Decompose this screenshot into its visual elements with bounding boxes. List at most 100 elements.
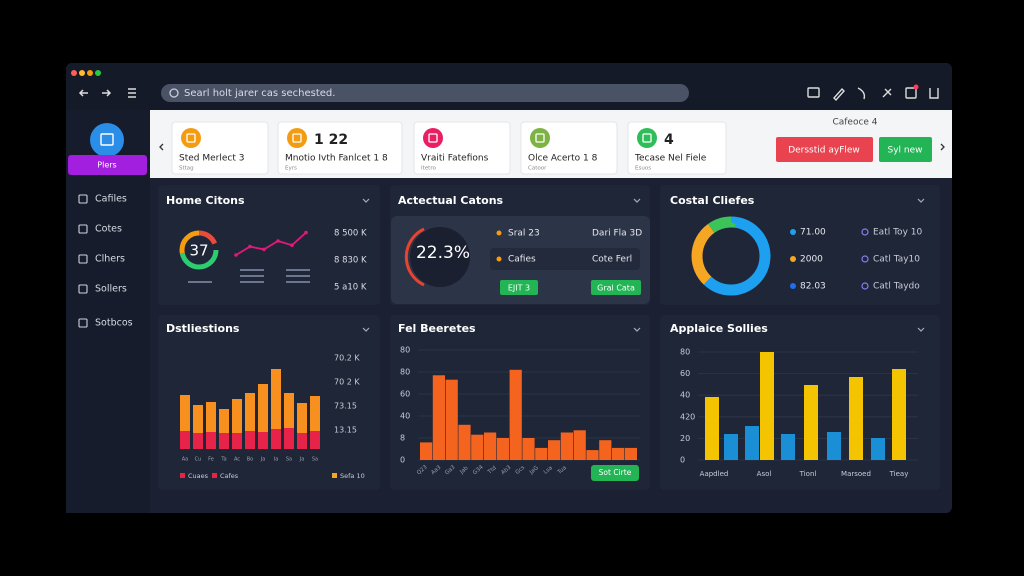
x-tick-label: Aapdled	[700, 470, 729, 478]
sidebar-button[interactable]	[68, 155, 147, 175]
y-tick-label: 70.2 K	[334, 354, 360, 363]
bar	[624, 447, 637, 460]
x-tick-label: Lsa	[543, 465, 554, 476]
secondary-button[interactable]	[879, 137, 932, 162]
window-dot	[79, 70, 85, 76]
chevron[interactable]	[633, 327, 641, 332]
bar-segment	[193, 405, 203, 433]
icon[interactable]	[807, 87, 820, 98]
legend-value: 2000	[800, 255, 823, 265]
card-icon	[637, 128, 657, 148]
primary-button[interactable]	[776, 137, 873, 162]
mini-lines	[188, 269, 310, 283]
x-tick-label: Sa	[312, 457, 318, 463]
legend-label: Catl Taydo	[873, 282, 920, 292]
card-icon-glyph	[428, 133, 438, 143]
icon[interactable]	[929, 88, 939, 99]
legend-value: 82.03	[800, 282, 826, 292]
x-tick-label: JaG	[528, 465, 540, 476]
chevron[interactable]	[633, 198, 641, 203]
strip-prev[interactable]	[159, 143, 164, 151]
action-button[interactable]	[500, 280, 538, 295]
panel-title: Applaice Sollies	[670, 322, 768, 335]
row-value: Dari Fla 3D	[592, 229, 642, 239]
icon[interactable]	[833, 87, 845, 102]
bar	[705, 397, 719, 460]
x-tick-label: Bo	[247, 457, 254, 463]
y-tick-label: 20	[680, 434, 690, 443]
bar-segment	[284, 428, 294, 449]
y-tick-label: 40	[400, 412, 410, 421]
card-sub: Catoor	[528, 166, 547, 172]
sidebar-icon	[78, 318, 88, 328]
legend-icon	[861, 228, 869, 236]
x-tick-label: Ta	[220, 457, 226, 463]
bar-segment	[297, 403, 307, 433]
card-value: 1 22	[314, 132, 348, 148]
icon[interactable]	[882, 88, 892, 98]
bar	[496, 438, 509, 460]
row-label: Cafies	[508, 255, 536, 265]
legend-value: 71.00	[800, 228, 826, 238]
legend-swatch	[180, 473, 185, 478]
y-tick-label: 73.15	[334, 402, 357, 411]
sidebar-item: Sollers	[95, 284, 127, 295]
bar	[484, 432, 497, 460]
gauge-ring	[179, 230, 219, 270]
bar-segment	[310, 396, 320, 431]
icon[interactable]	[857, 87, 866, 100]
card-label: Sted Merlect 3	[179, 154, 244, 164]
x-tick-label: Ab3	[500, 464, 512, 476]
card-icon	[287, 128, 307, 148]
sparkline-point	[290, 243, 294, 247]
bar-segment	[297, 433, 307, 449]
y-tick-label: 8	[400, 434, 405, 443]
card-icon-glyph	[642, 133, 652, 143]
card-label: Tecase Nel Fiele	[634, 154, 707, 164]
forward-button[interactable]	[102, 89, 112, 97]
legend-dot	[790, 229, 796, 235]
bar	[522, 438, 535, 460]
chevron[interactable]	[917, 327, 925, 332]
x-tick-label: Tionl	[799, 470, 817, 478]
card-icon	[423, 128, 443, 148]
bar	[827, 432, 841, 460]
chart-button[interactable]	[591, 465, 639, 481]
ring-arc	[404, 227, 425, 287]
bar	[892, 369, 906, 460]
search-bar[interactable]	[161, 84, 689, 102]
card-label: Olce Acerto 1 8	[528, 154, 598, 164]
primary-button-label: Dersstid ayFlew	[788, 146, 860, 156]
card-icon-glyph	[186, 133, 196, 143]
avatar	[90, 123, 124, 157]
sparkline-point	[304, 230, 308, 235]
x-tick-label: Asol	[757, 470, 772, 478]
search-placeholder: Searl holt jarer cas sechested.	[184, 88, 335, 99]
bar-segment	[219, 409, 229, 433]
legend-label: Cuaes	[188, 472, 209, 480]
back-button[interactable]	[78, 89, 88, 97]
bar-segment	[245, 393, 255, 431]
bar	[445, 379, 458, 460]
bar-segment	[219, 433, 229, 449]
x-tick-label: Gcs	[515, 465, 527, 476]
card-sub: Itetro	[421, 166, 436, 172]
bar	[612, 447, 625, 460]
sidebar-icon	[78, 224, 88, 234]
menu-button[interactable]	[128, 88, 136, 98]
x-tick-label: Tua	[556, 465, 568, 476]
chevron[interactable]	[362, 327, 370, 332]
chevron[interactable]	[917, 198, 925, 203]
bar	[535, 447, 548, 460]
bar-segment	[232, 433, 242, 449]
sidebar-icon	[78, 254, 88, 264]
action-button[interactable]	[591, 280, 641, 295]
panel	[158, 185, 380, 305]
chevron[interactable]	[362, 198, 370, 203]
y-tick-label: 60	[680, 369, 690, 378]
icon[interactable]	[905, 87, 917, 99]
bar-segment	[245, 431, 255, 449]
strip-next[interactable]	[940, 143, 945, 151]
bar	[509, 369, 522, 460]
